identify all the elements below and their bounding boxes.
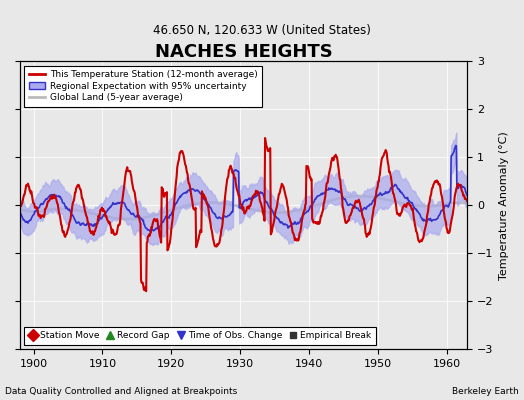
Title: NACHES HEIGHTS: NACHES HEIGHTS [155, 43, 332, 61]
Legend: Station Move, Record Gap, Time of Obs. Change, Empirical Break: Station Move, Record Gap, Time of Obs. C… [25, 327, 376, 345]
Y-axis label: Temperature Anomaly (°C): Temperature Anomaly (°C) [499, 131, 509, 280]
Text: Data Quality Controlled and Aligned at Breakpoints: Data Quality Controlled and Aligned at B… [5, 387, 237, 396]
Text: 46.650 N, 120.633 W (United States): 46.650 N, 120.633 W (United States) [153, 24, 371, 37]
Text: Berkeley Earth: Berkeley Earth [452, 387, 519, 396]
